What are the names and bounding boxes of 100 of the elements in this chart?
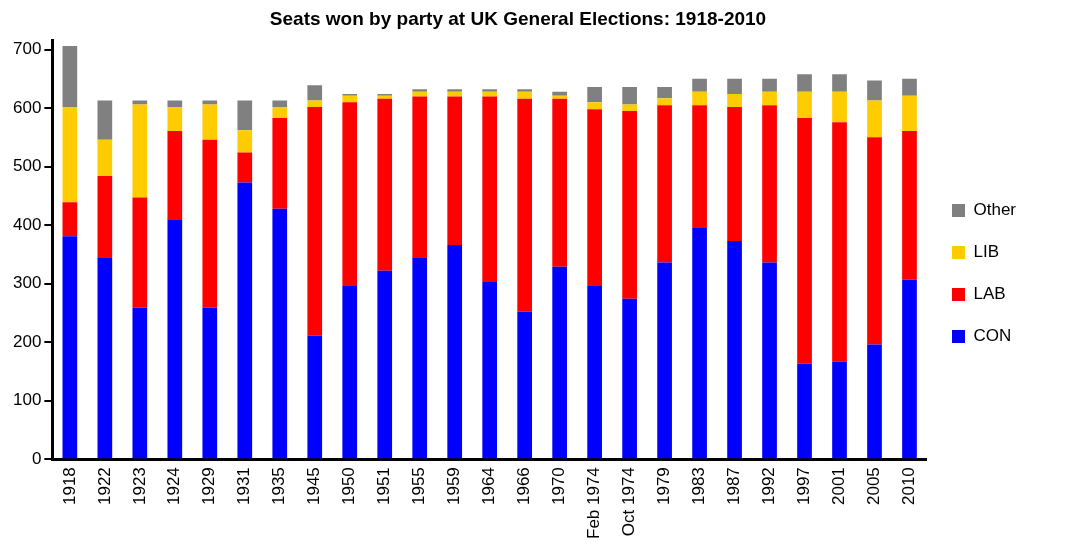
bar: [62, 46, 78, 107]
bar: [307, 335, 323, 459]
bar: [447, 96, 463, 246]
bar: [902, 279, 917, 459]
y-tick-label: 600: [12, 97, 42, 117]
bar: [692, 91, 707, 106]
bar: [832, 91, 847, 123]
bar: [272, 106, 288, 119]
bar: [237, 130, 253, 153]
bar: [797, 118, 812, 364]
x-tick-label: 1970: [549, 467, 569, 505]
bar: [622, 104, 637, 112]
x-tick-label: 1955: [409, 467, 429, 505]
bar: [447, 245, 463, 459]
bar: [657, 105, 672, 263]
bar: [202, 104, 218, 140]
x-tick-label: 1992: [759, 467, 779, 505]
x-tick-label: 1935: [269, 467, 289, 505]
x-tick-label: 1950: [339, 467, 359, 505]
bar: [132, 104, 148, 198]
bar: [762, 105, 777, 263]
bar: [902, 130, 917, 280]
y-tick-label: 500: [12, 156, 42, 176]
bar: [657, 87, 672, 99]
bar: [587, 102, 602, 110]
bar: [552, 91, 567, 96]
legend-label: LAB: [973, 284, 1006, 304]
bar: [202, 307, 218, 459]
x-tick-label: 1987: [724, 467, 744, 505]
bar: [272, 118, 288, 209]
bar: [412, 96, 428, 258]
x-tick-label: 1923: [129, 467, 149, 505]
x-tick-label: Feb 1974: [584, 467, 604, 540]
bar: [622, 111, 637, 299]
bar: [62, 106, 78, 203]
x-tick-label: 1964: [479, 467, 499, 505]
x-tick-label: 1966: [514, 467, 534, 505]
bar: [412, 89, 428, 92]
x-tick-label: 1918: [59, 467, 79, 505]
bar: [167, 219, 183, 459]
bar: [237, 182, 253, 459]
y-tick-label: 700: [12, 39, 42, 59]
bar: [342, 285, 358, 459]
legend-label: CON: [973, 326, 1012, 346]
bar: [622, 87, 637, 105]
bar: [552, 98, 567, 267]
bar: [237, 152, 253, 183]
bar: [517, 89, 533, 92]
bar: [342, 102, 358, 286]
bar: [482, 281, 498, 459]
x-tick-label: 2010: [899, 467, 919, 505]
bar: [62, 236, 78, 459]
y-tick-label: 200: [12, 331, 42, 351]
x-tick-label: 1951: [374, 467, 394, 505]
x-tick-label: 2005: [864, 467, 884, 505]
y-tick-label: 400: [12, 214, 42, 234]
bar: [727, 106, 742, 241]
bar: [517, 98, 533, 312]
y-tick-label: 0: [31, 448, 42, 468]
y-tick-label: 300: [12, 273, 42, 293]
bar: [132, 100, 148, 105]
bar: [727, 240, 742, 459]
bar: [167, 106, 183, 131]
bar: [762, 91, 777, 106]
bar: [692, 105, 707, 229]
x-tick-label: 1929: [199, 467, 219, 505]
bar: [762, 262, 777, 459]
bar: [657, 98, 672, 106]
legend-label: LIB: [973, 242, 1000, 262]
bar: [272, 100, 288, 107]
bar: [97, 100, 113, 140]
x-tick-label: 1959: [444, 467, 464, 505]
x-tick-label: 1931: [234, 467, 254, 505]
bar: [727, 78, 742, 95]
y-tick-label: 100: [12, 390, 42, 410]
bar: [692, 228, 707, 459]
bar: [132, 197, 148, 308]
bar: [307, 85, 323, 101]
bar: [727, 94, 742, 107]
chart-title: Seats won by party at UK General Elections: 1918-2010: [269, 7, 767, 29]
bar: [867, 344, 882, 459]
bar: [762, 78, 777, 92]
bar: [832, 122, 847, 362]
bar: [97, 139, 113, 176]
bar: [552, 266, 567, 459]
bar: [307, 100, 323, 107]
bar: [587, 109, 602, 286]
bar: [307, 106, 323, 336]
bar: [797, 91, 812, 119]
bar: [132, 307, 148, 459]
legend-label: Other: [973, 200, 1017, 220]
bar: [482, 96, 498, 282]
bar: [167, 100, 183, 107]
bar: [97, 257, 113, 459]
bar: [622, 298, 637, 459]
bar: [902, 78, 917, 96]
bar: [867, 137, 882, 345]
bar: [62, 202, 78, 237]
x-tick-label: 1983: [689, 467, 709, 505]
bar: [832, 74, 847, 92]
